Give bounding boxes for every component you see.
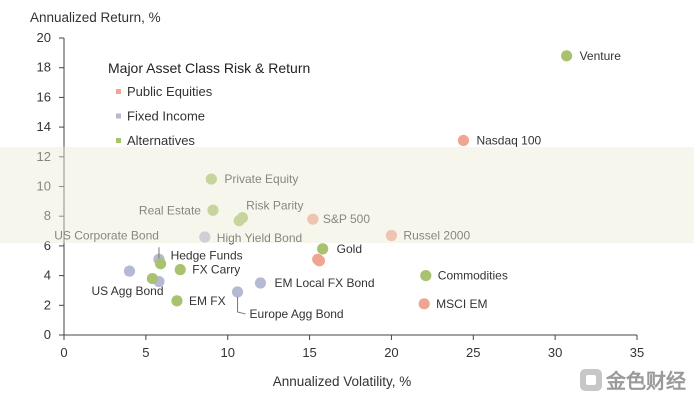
y-tick-label: 0 [44,327,51,342]
legend-label-1: Fixed Income [127,109,205,124]
point-label: S&P 500 [323,212,370,226]
data-point [205,173,217,185]
y-tick-label: 10 [37,179,51,194]
point-label: US Corporate Bond [54,228,159,242]
point-label: Hedge Funds [171,249,243,263]
logo-icon [580,368,602,391]
x-tick-label: 10 [220,345,234,360]
point-label: MSCI EM [436,297,487,311]
y-tick-label: 18 [37,60,51,75]
x-tick-label: 30 [548,345,562,360]
watermark-text: 金色财经 [606,369,686,393]
x-tick-label: 25 [466,345,480,360]
y-tick-label: 6 [44,238,51,253]
data-point [254,277,267,289]
point-label: EM FX [189,294,226,308]
data-point [317,243,329,255]
x-tick-label: 20 [384,345,398,360]
point-label: Commodities [438,269,508,283]
data-point [307,213,319,225]
data-point [313,255,325,267]
data-point [199,231,211,243]
y-tick-label: 16 [37,89,51,104]
point-label: EM Local FX Bond [274,276,374,290]
point-label: Nasdaq 100 [476,133,541,147]
legend-marker-0 [116,89,121,94]
point-label: Real Estate [139,203,201,217]
point-label: Risk Parity [246,199,303,213]
point-label: Europe Agg Bond [250,307,344,321]
y-tick-label: 4 [44,268,51,283]
y-tick-label: 14 [37,119,51,134]
legend-marker-1 [116,113,121,119]
watermark-logo: 金色财经 [580,365,686,394]
y-tick-label: 2 [44,297,51,312]
x-tick-label: 5 [142,345,149,360]
data-point [231,286,244,298]
point-label: Private Equity [224,172,298,186]
leader-line [237,296,246,315]
point-label: US Agg Bond [91,284,163,298]
data-point [236,212,249,224]
point-label: Russel 2000 [403,229,470,243]
chart-title: Major Asset Class Risk & Return [108,60,310,76]
y-tick-label: 8 [44,208,51,223]
x-axis-label: Annualized Volatility, % [273,374,412,389]
legend-marker-2 [116,138,121,143]
y-tick-label: 20 [37,30,51,45]
data-point [174,264,186,276]
data-point [385,229,398,242]
data-point [123,265,136,277]
data-point [457,134,470,147]
legend-label-2: Alternatives [127,133,195,148]
point-label: High Yield Bond [217,231,302,245]
point-label: FX Carry [192,263,240,277]
data-point [146,272,159,285]
y-axis-label: Annualized Return, % [30,10,161,25]
data-point [418,298,430,310]
data-point [420,270,432,282]
data-point [207,204,219,216]
point-label: Venture [580,49,622,63]
x-tick-label: 35 [630,345,644,360]
data-point [154,258,167,270]
point-label: Gold [337,242,362,256]
data-point [561,50,573,62]
x-tick-label: 15 [302,345,316,360]
x-tick-label: 0 [60,345,67,360]
legend-label-0: Public Equities [127,84,213,99]
y-tick-label: 12 [37,149,51,164]
data-point [171,295,183,307]
